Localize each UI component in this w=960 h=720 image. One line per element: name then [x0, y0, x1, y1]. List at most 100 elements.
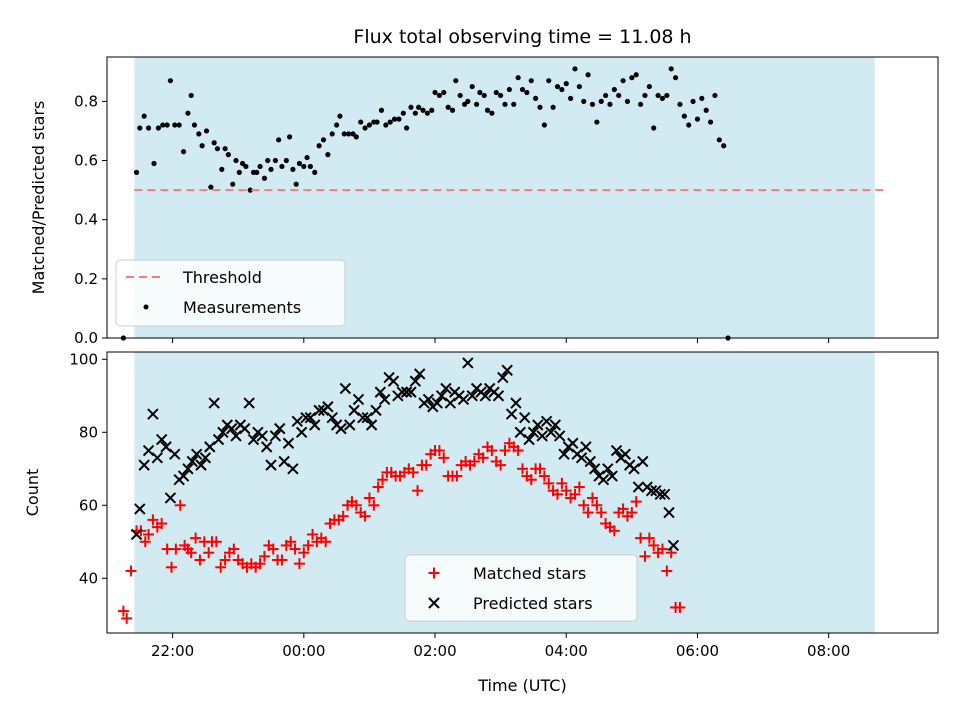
predicted-star-point: [322, 401, 334, 413]
measurement-point: [137, 125, 143, 131]
predicted-star-point: [527, 426, 540, 438]
predicted-star-point: [361, 411, 373, 424]
predicted-star-point: [269, 430, 282, 442]
predicted-star-point: [365, 419, 378, 431]
measurement-point: [515, 75, 521, 81]
matched-star-point: [578, 499, 590, 511]
measurement-point: [334, 122, 340, 128]
matched-star-point: [560, 485, 572, 497]
measurement-point: [633, 72, 639, 78]
legend-plus-marker: [428, 567, 440, 579]
predicted-star-point: [155, 433, 168, 446]
measurement-point: [498, 92, 504, 99]
matched-star-point: [525, 474, 537, 486]
measurement-point: [283, 157, 289, 164]
measurement-point: [703, 107, 709, 113]
measurement-point: [469, 83, 475, 90]
measurement-point: [225, 152, 231, 158]
matched-star-point: [626, 507, 638, 519]
matched-star-point: [586, 492, 598, 504]
legend-measurements-swatch: [143, 304, 149, 310]
predicted-star-point: [619, 448, 631, 460]
legend-matched-swatch: [428, 567, 440, 579]
measurement-point: [690, 98, 696, 104]
matched-star-point: [438, 452, 450, 464]
measurement-point: [304, 154, 310, 161]
x-axis-label: Time (UTC): [477, 676, 566, 695]
measurement-point: [199, 143, 205, 149]
predicted-star-point: [632, 481, 645, 493]
measurement-point: [589, 101, 596, 107]
measurement-point: [185, 110, 191, 116]
measurement-point: [721, 143, 727, 149]
predicted-star-point: [164, 492, 177, 504]
predicted-star-point: [177, 470, 190, 482]
matched-star-point: [285, 536, 297, 548]
matched-star-point: [661, 565, 673, 577]
measurement-point: [279, 163, 285, 170]
matched-star-point: [468, 455, 480, 467]
matched-star-point: [477, 452, 489, 464]
matched-star-point: [320, 536, 332, 548]
measurement-point: [203, 128, 210, 134]
bottom-axes-frame: [106, 351, 939, 634]
predicted-star-point: [567, 437, 579, 449]
predicted-star-point: [422, 393, 435, 406]
x-tick-label: 08:00: [807, 642, 850, 660]
measurement-point: [457, 92, 463, 99]
measurement-point: [449, 107, 456, 113]
matched-star-point: [350, 499, 362, 511]
predicted-star-point: [335, 422, 347, 435]
matched-star-point: [377, 474, 389, 486]
matched-star-point: [125, 565, 137, 577]
measurement-point: [707, 119, 714, 125]
matched-star-point: [359, 510, 371, 522]
matched-star-point: [538, 470, 550, 482]
y-tick-label: 60: [79, 496, 98, 514]
measurement-point: [441, 89, 447, 96]
predicted-star-point: [523, 433, 535, 446]
predicted-star-point: [348, 404, 360, 417]
y-tick-label: 40: [79, 569, 98, 587]
predicted-stars-series: [130, 357, 680, 552]
matched-star-point: [656, 543, 668, 555]
matched-star-point: [219, 554, 231, 566]
predicted-star-point: [444, 397, 457, 409]
measurement-point: [568, 95, 574, 102]
predicted-star-point: [357, 411, 369, 424]
predicted-star-point: [256, 430, 268, 442]
legend-measurements-label: Measurements: [183, 298, 301, 317]
y-tick-label: 0.2: [74, 270, 98, 288]
measurement-point: [416, 104, 422, 110]
y-tick-label: 100: [69, 350, 98, 368]
measurement-point: [208, 184, 214, 190]
matched-star-point: [203, 547, 215, 559]
measurement-point: [629, 75, 635, 81]
predicted-star-point: [243, 397, 255, 409]
matched-star-point: [674, 601, 686, 613]
predicted-star-point: [597, 474, 610, 486]
predicted-star-point: [400, 386, 413, 398]
top-legend: Threshold Measurements: [115, 259, 346, 327]
measurement-point: [546, 78, 552, 84]
predicted-star-point: [584, 455, 596, 468]
measurement-point: [484, 107, 491, 113]
matched-star-point: [307, 528, 319, 540]
measurement-point: [160, 122, 166, 128]
matched-stars-series: [117, 437, 686, 624]
predicted-star-point: [435, 390, 448, 402]
predicted-star-point: [553, 430, 566, 442]
matched-star-point: [551, 488, 563, 500]
matched-star-point: [289, 543, 301, 555]
measurement-point: [172, 122, 178, 128]
measurement-point: [233, 157, 239, 164]
predicted-star-point: [532, 419, 544, 431]
predicted-star-point: [440, 382, 452, 395]
measurement-point: [453, 78, 459, 84]
predicted-star-point: [374, 386, 387, 398]
measurement-point: [616, 92, 622, 99]
top-y-axis-label: Matched/Predicted stars: [29, 101, 48, 295]
matched-star-point: [608, 525, 620, 537]
matched-star-point: [174, 499, 186, 511]
